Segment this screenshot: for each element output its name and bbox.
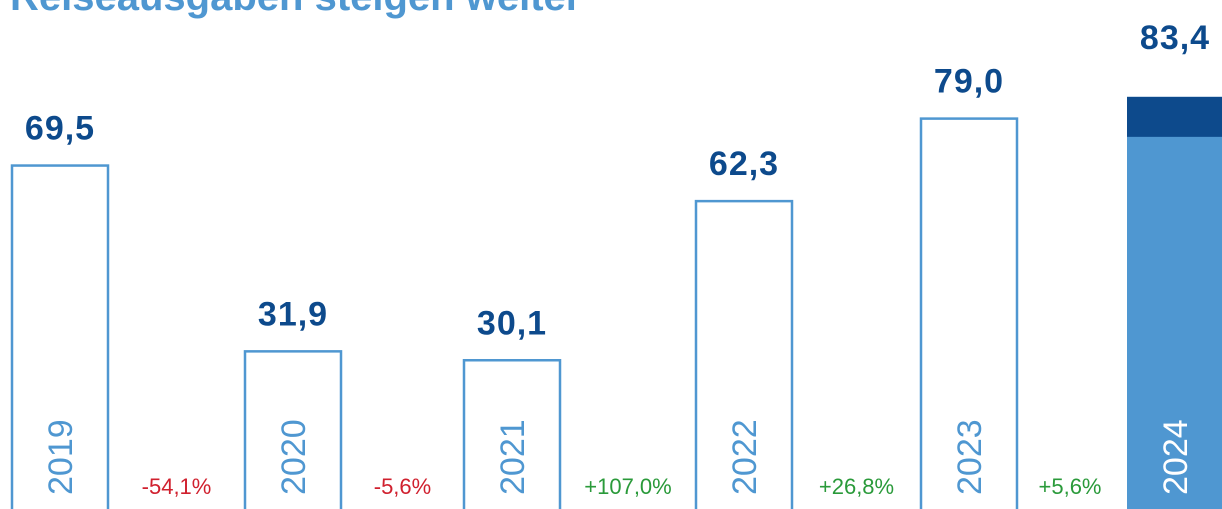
change-label: -5,6%: [374, 474, 431, 499]
value-label: 69,5: [25, 110, 95, 148]
bar: [919, 117, 1019, 509]
bar: [462, 359, 562, 509]
bar: [694, 199, 794, 509]
category-label: 2022: [726, 419, 764, 495]
bar: [1127, 96, 1222, 509]
change-label: -54,1%: [142, 474, 212, 499]
bar-cap: [1127, 96, 1222, 137]
value-label: 31,9: [258, 295, 328, 333]
category-label: 2019: [42, 419, 80, 495]
bar: [10, 164, 110, 509]
chart-title: Reiseausgaben steigen weiter: [10, 0, 581, 19]
change-label: +107,0%: [584, 474, 671, 499]
value-label: 30,1: [477, 304, 547, 342]
category-label: 2024: [1157, 419, 1195, 495]
category-label: 2021: [494, 419, 532, 495]
change-label: +26,8%: [819, 474, 894, 499]
change-label: +5,6%: [1039, 474, 1102, 499]
value-label: 83,4: [1140, 19, 1210, 57]
category-label: 2023: [951, 419, 989, 495]
value-label: 62,3: [709, 145, 779, 183]
category-label: 2020: [275, 419, 313, 495]
value-label: 79,0: [934, 63, 1004, 101]
bar: [243, 350, 343, 509]
